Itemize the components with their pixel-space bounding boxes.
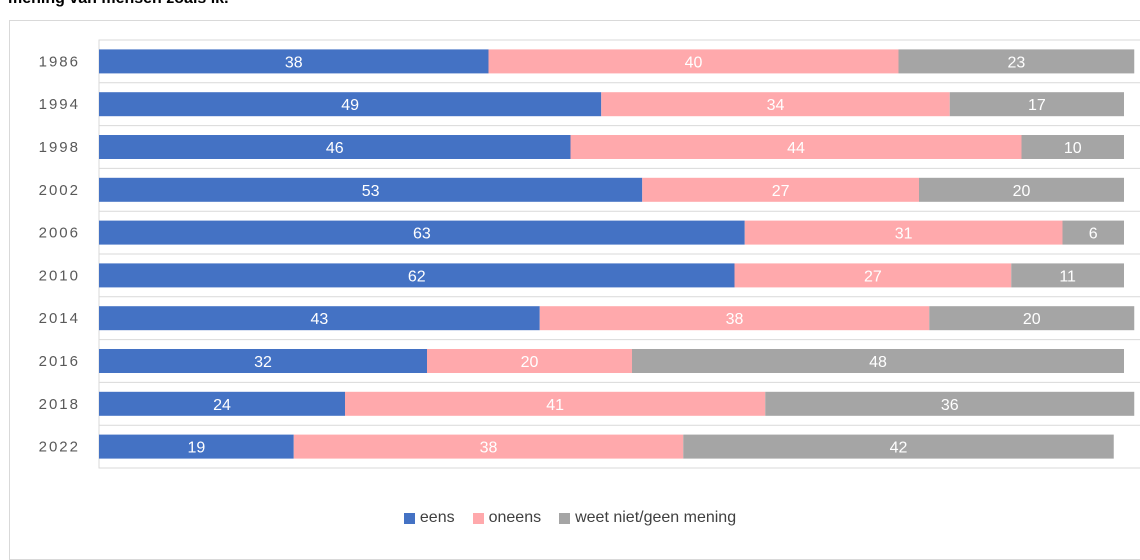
legend-item: oneens	[472, 509, 542, 527]
legend-swatch	[559, 512, 571, 524]
bar-segment-eens	[99, 220, 745, 245]
bar-segment-eens	[99, 263, 735, 288]
data-label: 48	[869, 354, 887, 371]
data-label: 40	[685, 54, 703, 71]
bar-segment-eens	[99, 177, 643, 202]
y-tick-label: 1986	[39, 53, 80, 70]
data-label: 42	[890, 440, 908, 457]
data-label: 63	[413, 226, 431, 243]
y-tick-label: 2006	[39, 225, 80, 242]
legend-label: weet niet/geen mening	[575, 509, 737, 526]
bar-segment-weet-niet-geen-mening	[898, 49, 1135, 74]
bar-segment-oneens	[744, 220, 1063, 245]
stacked-bar-chart: 1986 38 40 23 1994 49 34 17 1998 46 44 10 2002 53 27 20…	[39, 39, 1140, 469]
data-label: 11	[1059, 268, 1076, 285]
legend-swatch	[403, 512, 415, 524]
data-label: 10	[1064, 140, 1082, 157]
y-tick-label: 2018	[39, 396, 80, 413]
bar-segment-weet-niet-geen-mening	[949, 92, 1124, 117]
bar-segment-eens	[99, 49, 489, 74]
y-tick-label: 1998	[39, 139, 80, 156]
bar-segment-oneens	[539, 306, 930, 331]
data-label: 62	[408, 268, 426, 285]
data-label: 24	[213, 397, 231, 414]
bar-segment-weet-niet-geen-mening	[632, 349, 1124, 373]
legend-item: weet niet/geen mening	[559, 509, 736, 527]
bar-segment-oneens	[488, 49, 899, 74]
data-label: 46	[326, 140, 344, 157]
y-tick-label: 1994	[39, 96, 80, 113]
data-label: 32	[254, 354, 272, 371]
bar-segment-oneens	[345, 391, 766, 416]
bar-segment-oneens	[642, 177, 919, 202]
data-label: 34	[767, 97, 785, 114]
bar-segment-eens	[99, 349, 427, 373]
data-label: 44	[787, 140, 805, 157]
data-label: 19	[187, 440, 205, 457]
legend-item: eens	[403, 509, 455, 527]
data-label: 27	[864, 268, 882, 285]
legend-label: eens	[419, 509, 455, 526]
data-label: 17	[1028, 97, 1046, 114]
bar-segment-eens	[99, 306, 540, 331]
legend-label: oneens	[488, 509, 542, 526]
y-tick-label: 2010	[39, 267, 80, 284]
bar-segment-weet-niet-geen-mening	[1021, 135, 1124, 159]
bar-segment-oneens	[570, 135, 1022, 159]
bar-segment-weet-niet-geen-mening	[683, 434, 1114, 459]
bar-segment-weet-niet-geen-mening	[1011, 263, 1124, 288]
legend-swatch	[472, 512, 484, 524]
bar-segment-oneens	[427, 349, 632, 373]
data-label: 20	[1023, 311, 1041, 328]
bar-segment-eens	[99, 391, 345, 416]
data-label: 27	[772, 183, 790, 200]
bar-segment-weet-niet-geen-mening	[919, 177, 1124, 202]
data-label: 49	[341, 97, 359, 114]
bar-segment-weet-niet-geen-mening	[1062, 220, 1124, 245]
data-label: 38	[726, 311, 744, 328]
data-label: 31	[895, 226, 913, 243]
data-label: 36	[941, 397, 959, 414]
data-label: 6	[1089, 226, 1098, 243]
bar-segment-oneens	[601, 92, 950, 117]
chart-title: mening van mensen zoals ik.	[8, 0, 229, 8]
bar-segment-eens	[99, 434, 294, 459]
data-label: 53	[362, 183, 380, 200]
data-label: 20	[1013, 183, 1031, 200]
data-label: 38	[480, 440, 498, 457]
data-label: 41	[546, 397, 564, 414]
y-tick-label: 2016	[39, 353, 80, 370]
data-label: 43	[310, 311, 328, 328]
bar-segment-oneens	[293, 434, 684, 459]
bar-segment-weet-niet-geen-mening	[929, 306, 1135, 331]
chart-legend: eens oneens weet niet/geen mening	[0, 509, 1140, 527]
data-label: 23	[1007, 54, 1025, 71]
bar-segment-weet-niet-geen-mening	[765, 391, 1135, 416]
y-tick-label: 2022	[39, 439, 80, 456]
y-tick-label: 2014	[39, 310, 80, 327]
bar-segment-eens	[99, 92, 602, 117]
y-tick-label: 2002	[39, 182, 80, 199]
bar-segment-eens	[99, 135, 571, 159]
data-label: 38	[285, 54, 303, 71]
bar-segment-oneens	[734, 263, 1012, 288]
data-label: 20	[521, 354, 539, 371]
